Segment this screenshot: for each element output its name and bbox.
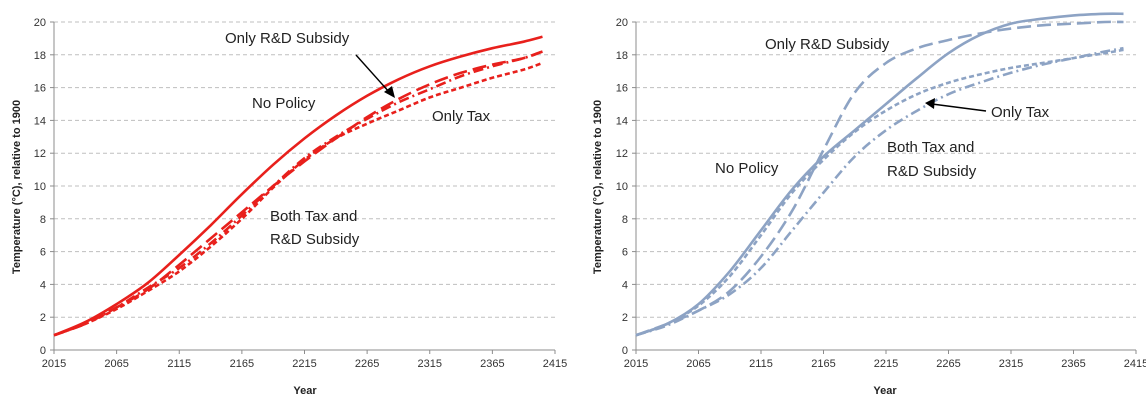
right-y-tick-label: 18 [616, 50, 628, 62]
left-y-tick-label: 18 [34, 50, 46, 62]
left-x-tick-label: 2315 [418, 358, 442, 370]
right-y-tick-label: 12 [616, 148, 628, 160]
left-y-tick-label: 12 [34, 148, 46, 160]
left-y-axis-title: Temperature (°C), relative to 1900 [11, 100, 23, 274]
left-y-tick-label: 6 [40, 247, 46, 259]
left-x-tick-label: 2115 [167, 358, 191, 370]
right-y-tick-label: 20 [616, 17, 628, 29]
right-x-tick-label: 2315 [999, 358, 1023, 370]
right-x-tick-label: 2365 [1061, 358, 1085, 370]
left-y-tick-label: 0 [40, 345, 46, 357]
right-x-tick-label: 2065 [686, 358, 710, 370]
left-annotation-arrow-line [355, 54, 391, 94]
right-annotation-both-line2: R&D Subsidy [887, 163, 977, 180]
left-y-tick-label: 4 [40, 279, 46, 291]
left-annotation-only-rd-subsidy: Only R&D Subsidy [225, 30, 350, 47]
left-y-tick-label: 10 [34, 181, 46, 193]
right-annotation-only-tax: Only Tax [991, 104, 1050, 121]
left-x-tick-label: 2065 [104, 358, 128, 370]
right-annotation-both-line1: Both Tax and [887, 139, 974, 156]
right-y-tick-label: 0 [622, 345, 628, 357]
right-x-axis-title: Year [873, 385, 897, 397]
right-y-axis-title: Temperature (°C), relative to 1900 [592, 100, 604, 274]
right-annotation-arrowhead [925, 98, 935, 109]
right-y-tick-label: 10 [616, 181, 628, 193]
right-x-tick-label: 2115 [749, 358, 773, 370]
left-x-tick-label: 2415 [543, 358, 567, 370]
right-series-only-tax [635, 48, 1124, 337]
left-y-tick-label: 2 [40, 312, 46, 324]
left-y-tick-labels: 0 2 4 6 8 10 12 14 16 18 20 [34, 17, 54, 357]
right-x-tick-label: 2265 [936, 358, 960, 370]
left-series-both-tax-and-randd-subsidy [53, 61, 543, 337]
left-grid [54, 21, 555, 318]
left-chart: 0 2 4 6 8 10 12 14 16 18 20 2015 2065 2115 2165 2215 22… [11, 17, 567, 397]
right-grid [636, 21, 1136, 318]
right-y-tick-label: 16 [616, 83, 628, 95]
right-series-both-tax-and-randd-subsidy [635, 46, 1124, 337]
right-series-lines [635, 12, 1124, 337]
right-x-tick-labels: 2015 2065 2115 2165 2215 2265 2315 2365 2415 [624, 350, 1146, 370]
left-y-tick-label: 20 [34, 17, 46, 29]
right-x-tick-label: 2015 [624, 358, 648, 370]
left-x-tick-label: 2365 [480, 358, 504, 370]
right-x-tick-label: 2415 [1124, 358, 1146, 370]
right-x-tick-label: 2215 [874, 358, 898, 370]
left-annotation-no-policy: No Policy [252, 95, 316, 112]
left-x-tick-label: 2165 [230, 358, 254, 370]
right-y-tick-label: 6 [622, 247, 628, 259]
right-y-tick-labels: 0 2 4 6 8 10 12 14 16 18 20 [616, 17, 636, 357]
left-annotation-both-line1: Both Tax and [270, 208, 357, 225]
left-annotation-both-line2: R&D Subsidy [270, 231, 360, 248]
right-y-tick-label: 8 [622, 214, 628, 226]
right-series-only-randd-subsidy [635, 20, 1124, 337]
left-y-tick-label: 14 [34, 115, 46, 127]
right-annotation-no-policy: No Policy [715, 160, 779, 177]
right-y-tick-label: 14 [616, 115, 628, 127]
left-series-lines [53, 35, 543, 337]
right-chart: 0 2 4 6 8 10 12 14 16 18 20 2015 2065 2115 2165 2215 22… [592, 12, 1146, 397]
right-series-no-policy [635, 12, 1124, 337]
right-y-tick-label: 2 [622, 312, 628, 324]
right-annotation-only-rd-subsidy: Only R&D Subsidy [765, 36, 890, 53]
right-annotation-arrow-line [931, 103, 987, 112]
left-x-tick-labels: 2015 2065 2115 2165 2215 2265 2315 2365 2415 [42, 350, 567, 370]
left-y-tick-label: 16 [34, 83, 46, 95]
left-series-no-policy [53, 35, 543, 337]
left-x-tick-label: 2215 [292, 358, 316, 370]
left-x-axis-title: Year [293, 385, 317, 397]
left-annotation-only-tax: Only Tax [432, 108, 491, 125]
right-y-tick-label: 4 [622, 279, 628, 291]
right-x-tick-label: 2165 [811, 358, 835, 370]
left-y-tick-label: 8 [40, 214, 46, 226]
left-series-only-tax [53, 50, 543, 337]
left-x-tick-label: 2265 [355, 358, 379, 370]
left-x-tick-label: 2015 [42, 358, 66, 370]
left-annotation-arrowhead [384, 86, 395, 98]
